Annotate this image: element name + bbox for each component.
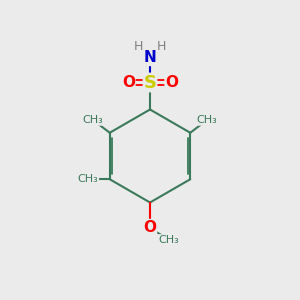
Text: CH₃: CH₃ [78,174,98,184]
Text: CH₃: CH₃ [196,115,217,125]
Text: H: H [134,40,143,53]
Text: CH₃: CH₃ [158,235,179,245]
Text: O: O [122,75,135,90]
Text: N: N [144,50,156,65]
Text: S: S [143,74,157,92]
Text: O: O [165,75,178,90]
Text: O: O [143,220,157,235]
Text: H: H [157,40,166,53]
Text: CH₃: CH₃ [83,115,104,125]
